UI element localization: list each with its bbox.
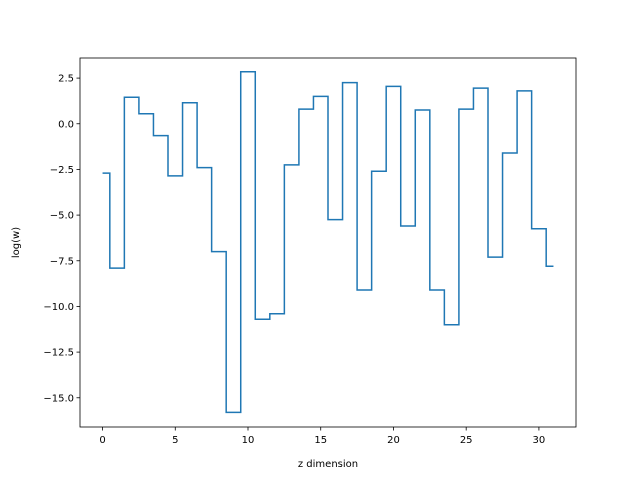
series-step-line: [102, 70, 554, 414]
x-tick-label: 20: [387, 435, 400, 446]
x-tick-label: 10: [242, 435, 255, 446]
y-axis-label: log(w): [11, 227, 22, 258]
x-axis-ticks: 0 5 10 15 20 25 30: [99, 427, 545, 446]
x-tick-label: 25: [460, 435, 473, 446]
axes-frame: [79, 57, 577, 428]
x-tick-label: 30: [533, 435, 546, 446]
y-tick-label: −5.0: [50, 211, 74, 222]
y-tick-label: 2.5: [58, 74, 74, 85]
plot-area: [102, 70, 554, 414]
x-tick-label: 5: [172, 435, 178, 446]
y-tick-label: −10.0: [43, 302, 74, 313]
y-tick-label: −2.5: [50, 165, 74, 176]
y-tick-label: −7.5: [50, 256, 74, 267]
x-tick-label: 15: [314, 435, 327, 446]
y-tick-label: −12.5: [43, 348, 74, 359]
y-axis-ticks: 2.5 0.0 −2.5 −5.0 −7.5 −10.0 −12.5 −15.0: [43, 74, 80, 404]
y-tick-label: 0.0: [58, 119, 74, 130]
y-tick-label: −15.0: [43, 393, 74, 404]
x-tick-label: 0: [99, 435, 105, 446]
x-axis-label: z dimension: [298, 459, 358, 470]
